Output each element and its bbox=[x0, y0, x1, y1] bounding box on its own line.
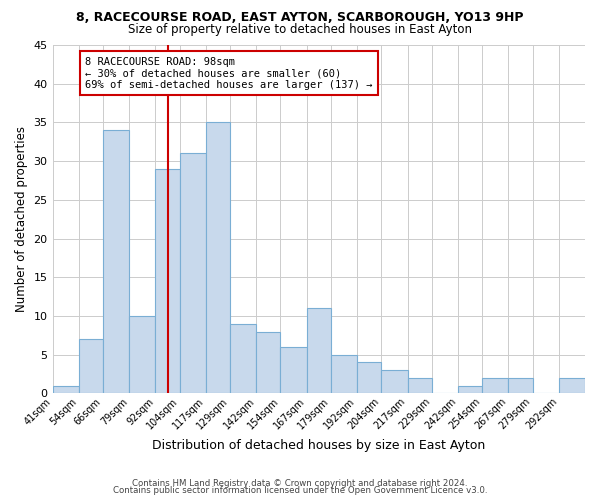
Bar bbox=[307, 308, 331, 394]
Bar bbox=[206, 122, 230, 394]
Bar bbox=[53, 386, 79, 394]
Bar bbox=[155, 169, 179, 394]
Bar bbox=[407, 378, 432, 394]
Bar bbox=[179, 154, 206, 394]
Text: Size of property relative to detached houses in East Ayton: Size of property relative to detached ho… bbox=[128, 22, 472, 36]
Text: Contains public sector information licensed under the Open Government Licence v3: Contains public sector information licen… bbox=[113, 486, 487, 495]
Bar bbox=[559, 378, 585, 394]
Bar bbox=[357, 362, 381, 394]
Bar bbox=[230, 324, 256, 394]
Bar bbox=[129, 316, 155, 394]
Bar bbox=[331, 355, 357, 394]
Bar bbox=[508, 378, 533, 394]
Bar bbox=[103, 130, 129, 394]
Text: 8 RACECOURSE ROAD: 98sqm
← 30% of detached houses are smaller (60)
69% of semi-d: 8 RACECOURSE ROAD: 98sqm ← 30% of detach… bbox=[85, 56, 373, 90]
Bar bbox=[280, 347, 307, 394]
Text: 8, RACECOURSE ROAD, EAST AYTON, SCARBOROUGH, YO13 9HP: 8, RACECOURSE ROAD, EAST AYTON, SCARBORO… bbox=[76, 11, 524, 24]
Y-axis label: Number of detached properties: Number of detached properties bbox=[15, 126, 28, 312]
Bar bbox=[79, 340, 103, 394]
Bar bbox=[458, 386, 482, 394]
Bar bbox=[482, 378, 508, 394]
Bar bbox=[381, 370, 407, 394]
Bar bbox=[256, 332, 280, 394]
Text: Contains HM Land Registry data © Crown copyright and database right 2024.: Contains HM Land Registry data © Crown c… bbox=[132, 478, 468, 488]
X-axis label: Distribution of detached houses by size in East Ayton: Distribution of detached houses by size … bbox=[152, 440, 485, 452]
